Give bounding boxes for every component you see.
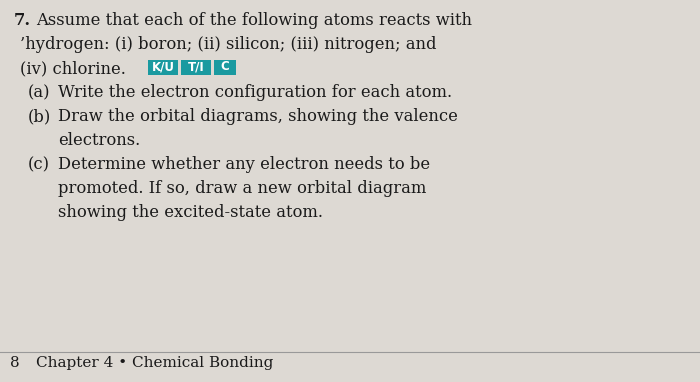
Text: Write the electron configuration for each atom.: Write the electron configuration for eac… <box>58 84 452 101</box>
Text: promoted. If so, draw a new orbital diagram: promoted. If so, draw a new orbital diag… <box>58 180 426 197</box>
Text: 7.: 7. <box>14 12 31 29</box>
Text: (a): (a) <box>28 84 50 101</box>
Text: Draw the orbital diagrams, showing the valence: Draw the orbital diagrams, showing the v… <box>58 108 458 125</box>
Text: showing the excited-state atom.: showing the excited-state atom. <box>58 204 323 221</box>
FancyBboxPatch shape <box>181 60 211 74</box>
Text: Chapter 4 • Chemical Bonding: Chapter 4 • Chemical Bonding <box>36 356 274 370</box>
Text: Assume that each of the following atoms reacts with: Assume that each of the following atoms … <box>36 12 472 29</box>
Text: T/I: T/I <box>188 60 204 73</box>
Text: electrons.: electrons. <box>58 132 140 149</box>
Text: Determine whether any electron needs to be: Determine whether any electron needs to … <box>58 156 430 173</box>
Text: 8: 8 <box>10 356 20 370</box>
Text: (iv) chlorine.: (iv) chlorine. <box>20 60 131 77</box>
Text: (b): (b) <box>28 108 51 125</box>
FancyBboxPatch shape <box>148 60 178 74</box>
Text: ’hydrogen: (i) boron; (ii) silicon; (iii) nitrogen; and: ’hydrogen: (i) boron; (ii) silicon; (iii… <box>20 36 437 53</box>
Text: K/U: K/U <box>151 60 174 73</box>
FancyBboxPatch shape <box>214 60 236 74</box>
Text: (c): (c) <box>28 156 50 173</box>
Text: C: C <box>220 60 230 73</box>
